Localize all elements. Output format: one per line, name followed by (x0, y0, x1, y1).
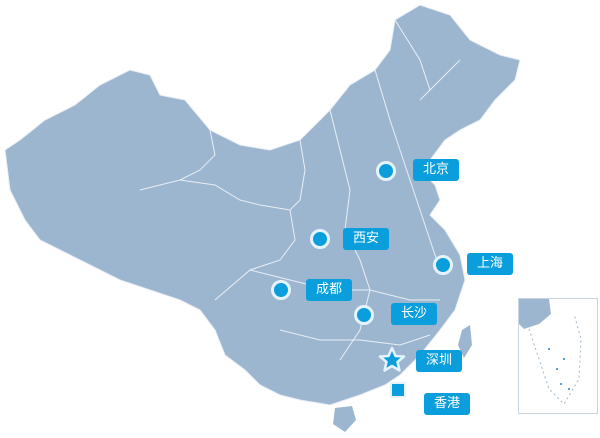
taiwan-island (458, 325, 472, 358)
province-borders (139, 19, 461, 361)
chengdu-label[interactable]: 成都 (306, 279, 353, 301)
chengdu-marker[interactable] (271, 280, 291, 300)
shenzhen-label[interactable]: 深圳 (416, 350, 463, 372)
hongkong-label[interactable]: 香港 (424, 393, 471, 415)
shanghai-marker[interactable] (433, 255, 453, 275)
shanghai-label[interactable]: 上海 (467, 253, 514, 275)
hainan-island (333, 406, 356, 432)
xian-label[interactable]: 西安 (343, 228, 390, 250)
beijing-marker[interactable] (376, 161, 396, 181)
square-icon[interactable] (390, 382, 406, 398)
star-icon[interactable] (377, 345, 407, 375)
xian-marker[interactable] (310, 229, 330, 249)
inset-svg (519, 299, 582, 405)
beijing-label[interactable]: 北京 (413, 159, 460, 181)
changsha-marker[interactable] (354, 305, 374, 325)
south-china-sea-inset (518, 298, 598, 414)
changsha-label[interactable]: 长沙 (391, 303, 438, 325)
